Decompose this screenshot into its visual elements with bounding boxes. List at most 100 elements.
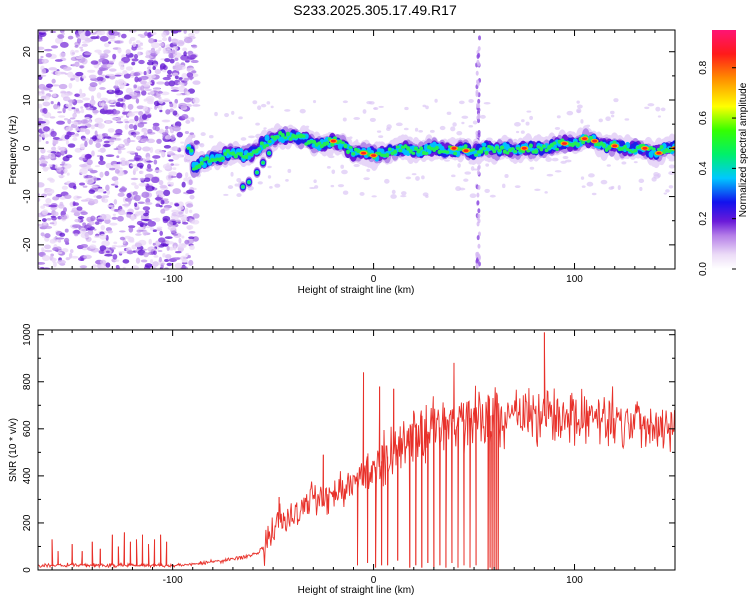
noise-blob bbox=[45, 198, 52, 204]
noise-blob bbox=[231, 110, 235, 115]
noise-blob bbox=[86, 159, 93, 166]
noise-blob bbox=[186, 189, 195, 194]
noise-blob bbox=[285, 178, 289, 182]
noise-blob bbox=[414, 127, 419, 132]
trace-band bbox=[526, 149, 531, 153]
noise-blob bbox=[106, 64, 113, 68]
noise-blob bbox=[147, 98, 154, 103]
noise-blob bbox=[38, 266, 41, 269]
noise-blob bbox=[50, 100, 54, 105]
noise-blob bbox=[605, 116, 611, 122]
noise-blob bbox=[107, 204, 115, 208]
noise-blob bbox=[52, 196, 60, 201]
noise-blob bbox=[99, 266, 106, 269]
noise-blob bbox=[142, 146, 151, 152]
noise-blob bbox=[97, 52, 103, 55]
trace-band bbox=[656, 147, 661, 152]
noise-blob bbox=[464, 171, 472, 175]
noise-blob bbox=[138, 182, 147, 187]
noise-blob bbox=[150, 42, 160, 49]
noise-blob bbox=[188, 259, 194, 266]
noise-blob bbox=[668, 164, 675, 169]
noise-blob bbox=[133, 167, 139, 172]
noise-blob bbox=[147, 246, 156, 252]
noise-blob bbox=[104, 170, 110, 177]
noise-blob bbox=[128, 91, 138, 97]
trace-band bbox=[197, 163, 202, 169]
noise-blob bbox=[114, 89, 124, 96]
trace-band bbox=[612, 140, 617, 144]
noise-blob bbox=[91, 240, 97, 243]
noise-blob bbox=[91, 95, 95, 101]
noise-blob bbox=[96, 195, 103, 199]
noise-blob bbox=[99, 97, 108, 101]
noise-blob bbox=[54, 37, 64, 44]
noise-blob bbox=[152, 66, 156, 71]
noise-blob bbox=[79, 143, 86, 150]
noise-blob bbox=[554, 170, 562, 173]
noise-blob bbox=[270, 105, 274, 109]
noise-blob bbox=[69, 117, 76, 120]
noise-blob bbox=[157, 90, 163, 94]
noise-blob bbox=[269, 186, 273, 189]
trace-band bbox=[411, 151, 416, 155]
noise-blob bbox=[252, 100, 258, 105]
noise-blob bbox=[248, 135, 255, 139]
noise-blob bbox=[79, 168, 88, 175]
noise-blob bbox=[105, 154, 115, 157]
noise-blob bbox=[54, 59, 63, 62]
noise-blob bbox=[75, 108, 80, 112]
trace-band bbox=[233, 153, 238, 159]
noise-blob bbox=[136, 229, 142, 233]
trace-band bbox=[244, 154, 249, 160]
noise-blob bbox=[92, 135, 97, 142]
noise-blob bbox=[103, 103, 108, 111]
noise-blob bbox=[451, 174, 456, 178]
noise-blob bbox=[314, 185, 319, 189]
noise-blob bbox=[126, 250, 134, 255]
noise-blob bbox=[644, 106, 650, 110]
noise-blob bbox=[169, 102, 174, 108]
noise-blob bbox=[562, 155, 569, 160]
snr-x-axis-label: Height of straight line (km) bbox=[298, 585, 415, 596]
x-tick-label: -100 bbox=[163, 274, 183, 285]
noise-blob bbox=[183, 97, 192, 103]
trace-band bbox=[186, 146, 191, 150]
noise-blob bbox=[161, 31, 167, 38]
noise-blob bbox=[80, 48, 84, 52]
noise-blob bbox=[576, 104, 583, 109]
trace-band bbox=[254, 148, 259, 154]
x-tick-label: -100 bbox=[163, 575, 183, 586]
noise-blob bbox=[501, 183, 506, 189]
y-tick-label: 10 bbox=[22, 94, 33, 106]
trace-band bbox=[505, 151, 510, 155]
noise-blob bbox=[76, 37, 82, 44]
noise-blob bbox=[42, 107, 48, 115]
noise-blob bbox=[143, 177, 151, 183]
noise-blob bbox=[118, 250, 126, 254]
noise-blob bbox=[180, 265, 189, 269]
noise-blob bbox=[90, 185, 98, 188]
noise-blob bbox=[141, 84, 151, 87]
noise-blob bbox=[63, 207, 67, 213]
noise-blob bbox=[120, 115, 124, 118]
noise-blob bbox=[82, 185, 88, 188]
noise-blob bbox=[129, 239, 135, 243]
noise-blob bbox=[81, 137, 86, 142]
noise-blob bbox=[74, 45, 79, 48]
noise-blob bbox=[90, 124, 95, 130]
noise-blob bbox=[143, 98, 148, 102]
noise-blob bbox=[84, 30, 91, 37]
noise-blob bbox=[85, 177, 95, 185]
noise-blob bbox=[477, 231, 481, 237]
noise-blob bbox=[581, 185, 586, 188]
noise-blob bbox=[152, 155, 161, 159]
trace-band bbox=[249, 152, 254, 157]
trace-band bbox=[453, 151, 458, 156]
noise-blob bbox=[75, 71, 84, 77]
noise-blob bbox=[49, 178, 55, 183]
trace-band bbox=[280, 133, 285, 138]
noise-blob bbox=[172, 42, 178, 45]
noise-blob bbox=[154, 148, 163, 154]
trace-peak bbox=[361, 151, 367, 155]
